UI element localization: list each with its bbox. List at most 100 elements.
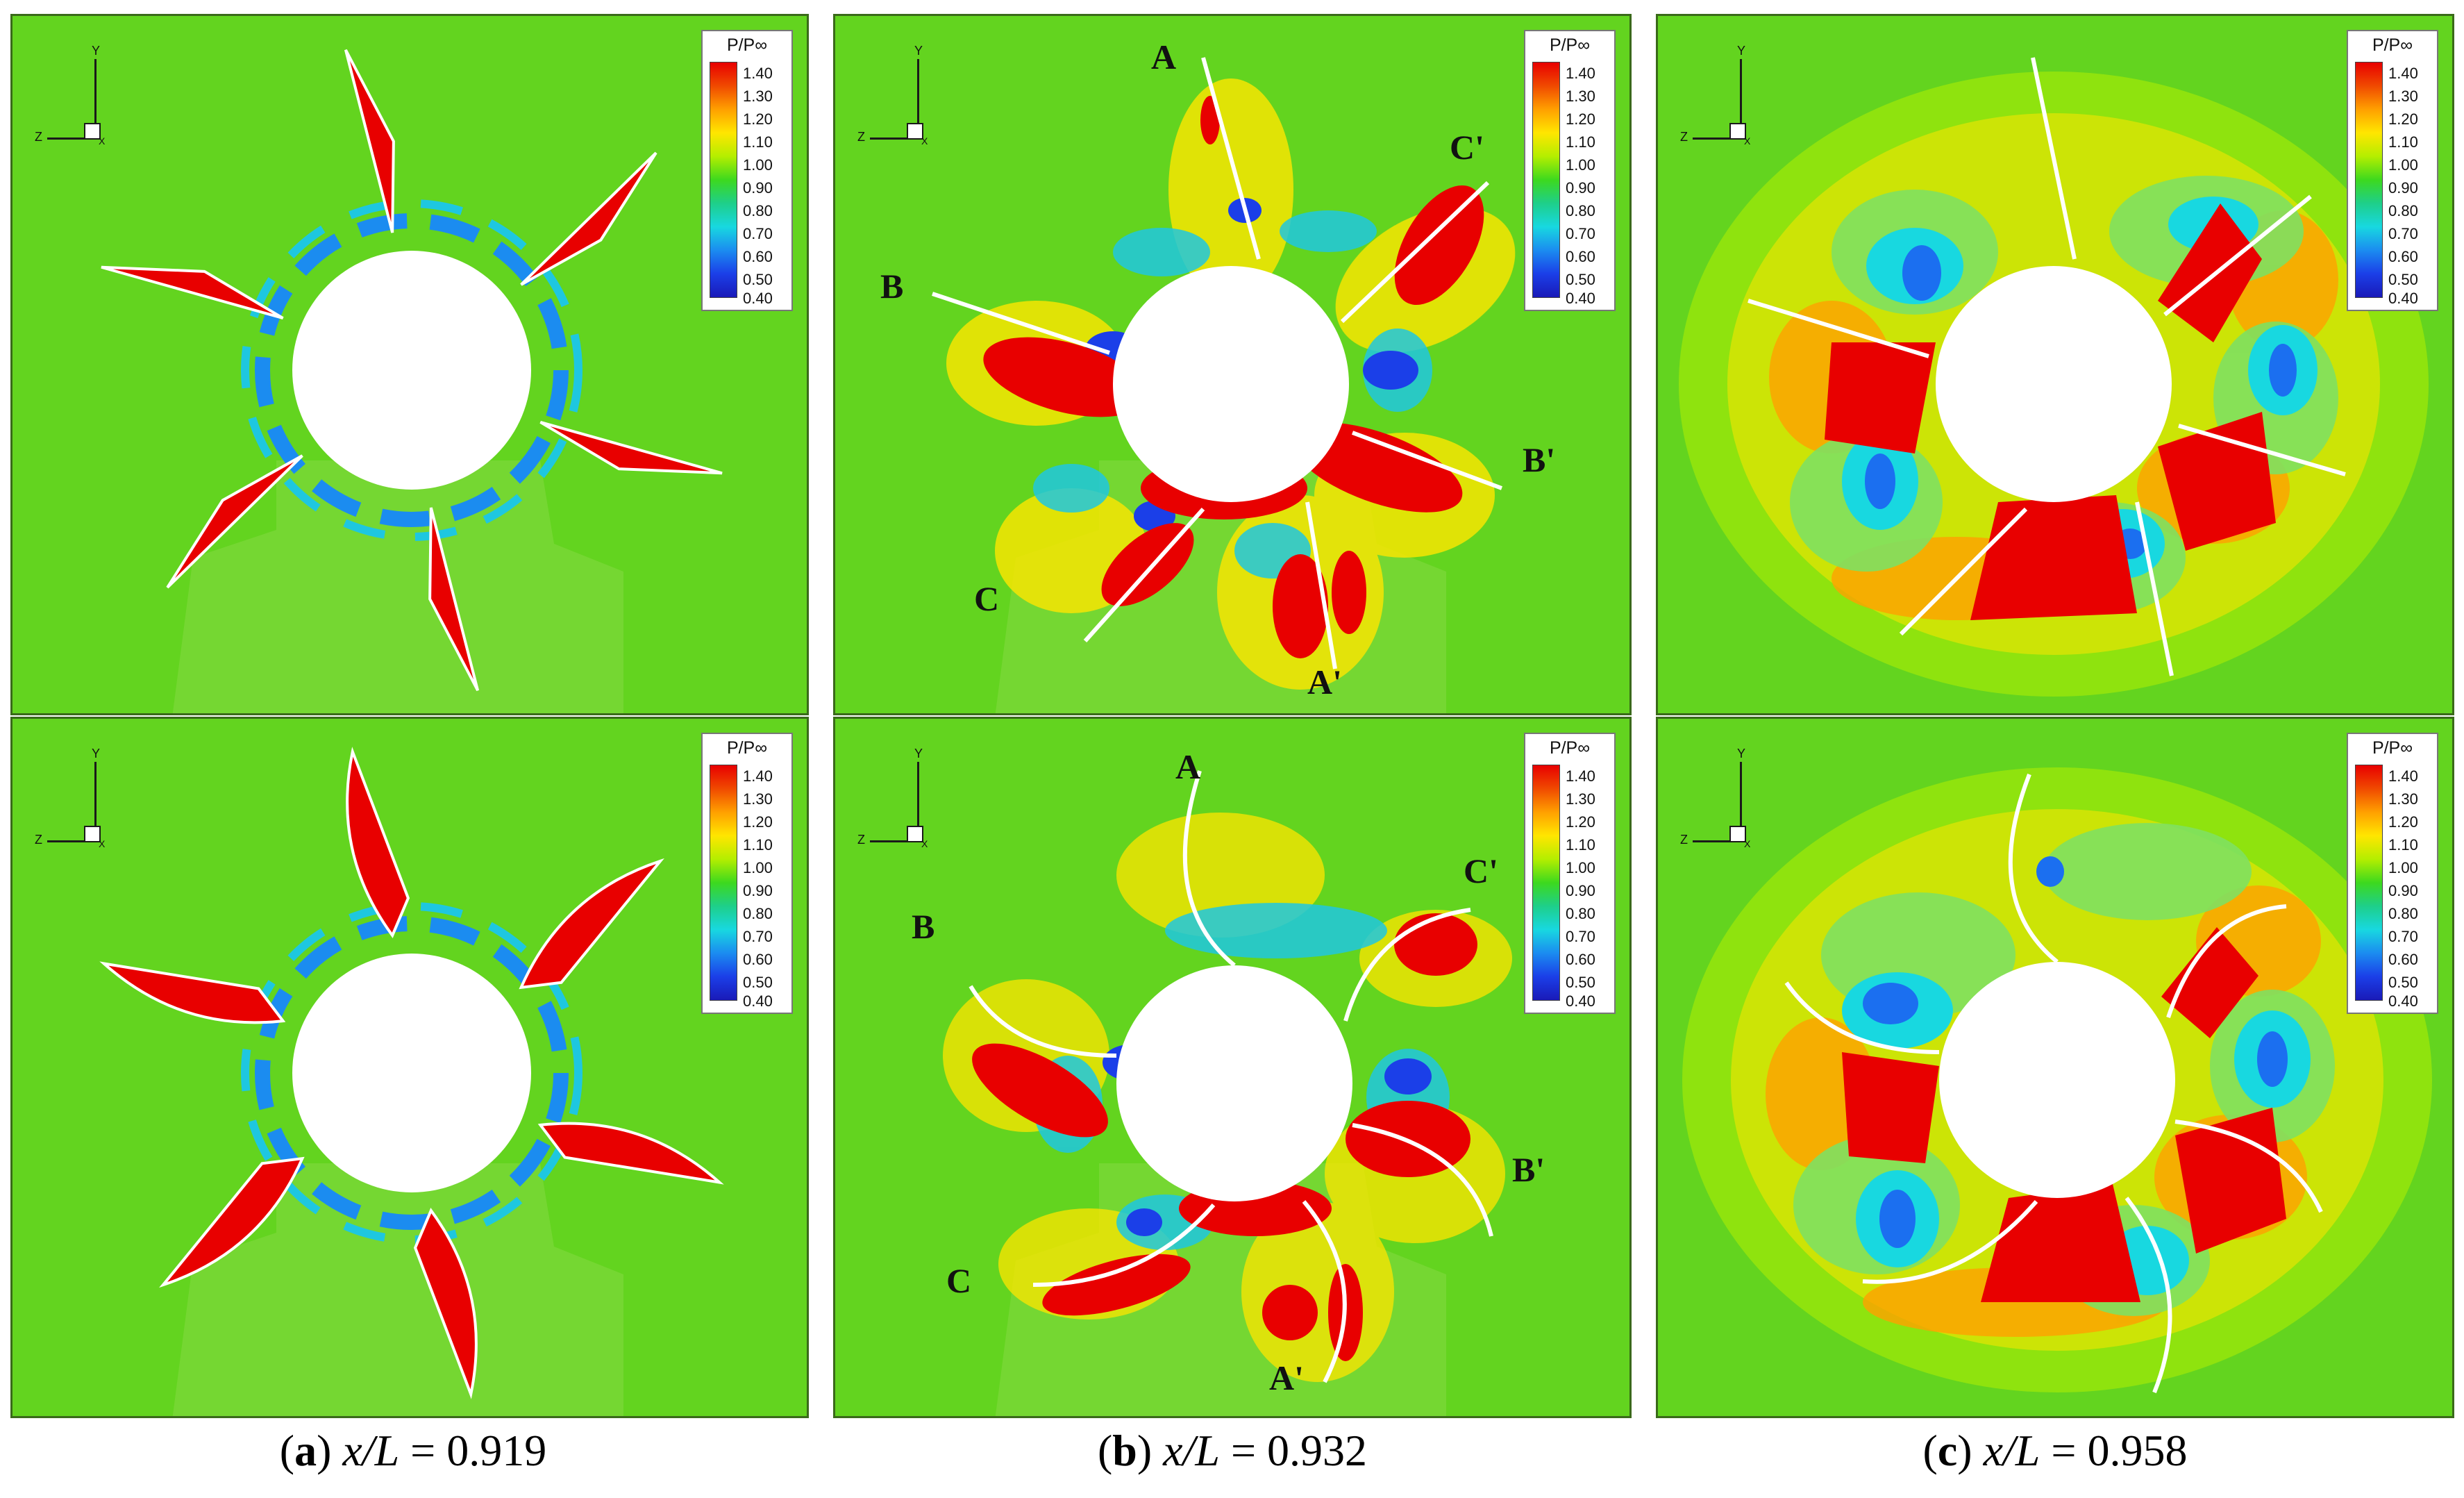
legend-tick: 1.30	[743, 790, 773, 808]
y-axis-line	[1740, 59, 1742, 140]
blade-label-A: A	[1151, 38, 1177, 76]
blade-label-B-prime: B'	[1523, 440, 1556, 479]
legend-tick: 0.50	[1566, 974, 1595, 991]
legend-tick: 1.10	[743, 836, 773, 854]
z-axis-line	[1693, 840, 1742, 842]
x-axis-box	[84, 826, 101, 842]
legend-tick: 0.50	[743, 271, 773, 288]
caption-letter: b	[1112, 1426, 1137, 1475]
legend-tick: 0.80	[1566, 202, 1595, 219]
legend-tick: 1.40	[2388, 767, 2418, 785]
x-axis-label: X	[921, 838, 928, 849]
z-axis-line	[870, 138, 919, 140]
z-axis-label: Z	[857, 833, 865, 847]
x-axis-box	[1729, 123, 1746, 140]
legend-tick: 1.40	[1566, 767, 1595, 785]
legend-tick: 0.50	[2388, 974, 2418, 991]
color-legend: P/P∞ 1.40 1.30 1.20 1.10 1.00 0.90 0.80 …	[701, 733, 793, 1014]
legend-tick: 1.40	[743, 65, 773, 82]
legend-tick: 0.60	[1566, 248, 1595, 265]
legend-tick: 0.50	[2388, 271, 2418, 288]
legend-tick: 0.40	[2388, 992, 2418, 1010]
legend-tick: 1.10	[1566, 133, 1595, 151]
legend-colorbar	[1532, 765, 1560, 1001]
contour-field	[932, 57, 1516, 713]
z-axis-line	[47, 138, 97, 140]
contour-field	[1679, 57, 2429, 697]
legend-tick: 1.00	[2388, 859, 2418, 876]
legend-tick: 0.50	[1566, 271, 1595, 288]
legend-tick: 0.80	[743, 202, 773, 219]
legend-title: P/P∞	[2372, 738, 2413, 758]
legend-tick: 0.40	[743, 992, 773, 1010]
x-axis-label: X	[99, 838, 106, 849]
legend-tick: 0.40	[1566, 290, 1595, 307]
panel-b-bottom: A B C A' B' C' Y Z X P/P∞ 1.40 1.30 1.20…	[833, 717, 1632, 1418]
y-axis-line	[94, 762, 97, 842]
legend-tick: 1.00	[743, 859, 773, 876]
legend-tick: 1.40	[743, 767, 773, 785]
legend-tick: 1.20	[2388, 110, 2418, 128]
axis-triad: Y Z X	[35, 747, 124, 851]
legend-tick: 1.10	[2388, 836, 2418, 854]
x-axis-box	[84, 123, 101, 140]
y-axis-label: Y	[914, 44, 923, 58]
legend-tick: 1.30	[1566, 88, 1595, 105]
caption-a: (a) x/L = 0.919	[279, 1426, 547, 1475]
blade-label-A-prime: A'	[1307, 663, 1342, 701]
caption-letter: c	[1937, 1426, 1958, 1475]
legend-colorbar	[2355, 62, 2383, 298]
legend-tick: 1.10	[2388, 133, 2418, 151]
legend-tick: 0.70	[2388, 225, 2418, 242]
legend-colorbar	[2355, 765, 2383, 1001]
axis-triad: Y Z X	[1680, 44, 1769, 148]
legend-tick: 1.10	[1566, 836, 1595, 854]
legend-tick: 0.70	[743, 225, 773, 242]
legend-tick: 1.40	[2388, 65, 2418, 82]
axis-triad: Y Z X	[35, 44, 124, 148]
legend-tick: 0.70	[1566, 928, 1595, 945]
legend-tick: 0.90	[2388, 179, 2418, 197]
y-axis-label: Y	[92, 44, 101, 58]
x-axis-box	[1729, 826, 1746, 842]
legend-tick: 0.60	[2388, 951, 2418, 968]
legend-tick: 0.80	[2388, 905, 2418, 922]
legend-tick: 0.90	[743, 882, 773, 899]
legend-tick: 0.70	[2388, 928, 2418, 945]
caption-letter: a	[294, 1426, 317, 1475]
y-axis-line	[1740, 762, 1742, 842]
legend-tick: 1.00	[1566, 859, 1595, 876]
color-legend: P/P∞ 1.40 1.30 1.20 1.10 1.00 0.90 0.80 …	[701, 30, 793, 311]
caption-b: (b) x/L = 0.932	[1097, 1426, 1368, 1475]
z-axis-line	[870, 840, 919, 842]
legend-tick: 0.60	[1566, 951, 1595, 968]
y-axis-line	[94, 59, 97, 140]
legend-title: P/P∞	[726, 35, 768, 55]
legend-title: P/P∞	[2372, 35, 2413, 55]
legend-tick: 0.60	[743, 951, 773, 968]
blade-label-B: B	[912, 907, 935, 946]
caption-value: 0.958	[2087, 1426, 2188, 1475]
legend-tick: 1.10	[743, 133, 773, 151]
legend-tick: 0.80	[743, 905, 773, 922]
x-axis-box	[907, 123, 923, 140]
x-axis-label: X	[921, 135, 928, 147]
color-legend: P/P∞ 1.40 1.30 1.20 1.10 1.00 0.90 0.80 …	[1524, 733, 1616, 1014]
y-axis-line	[917, 59, 919, 140]
caption-variable: x/L	[1983, 1426, 2040, 1475]
x-axis-box	[907, 826, 923, 842]
y-axis-label: Y	[914, 747, 923, 760]
legend-tick: 1.30	[1566, 790, 1595, 808]
panel-c-bottom: Y Z X P/P∞ 1.40 1.30 1.20 1.10 1.00 0.90…	[1656, 717, 2454, 1418]
legend-colorbar	[710, 62, 737, 298]
y-axis-label: Y	[1737, 747, 1746, 760]
y-axis-label: Y	[1737, 44, 1746, 58]
panel-a-top: Y Z X P/P∞ 1.40 1.30 1.20 1.10 1.00 0.90…	[10, 14, 809, 715]
legend-tick: 1.30	[2388, 790, 2418, 808]
caption-value: 0.932	[1267, 1426, 1368, 1475]
color-legend: P/P∞ 1.40 1.30 1.20 1.10 1.00 0.90 0.80 …	[1524, 30, 1616, 311]
caption-variable: x/L	[342, 1426, 400, 1475]
legend-tick: 1.20	[743, 813, 773, 831]
x-axis-label: X	[99, 135, 106, 147]
z-axis-line	[1693, 138, 1742, 140]
